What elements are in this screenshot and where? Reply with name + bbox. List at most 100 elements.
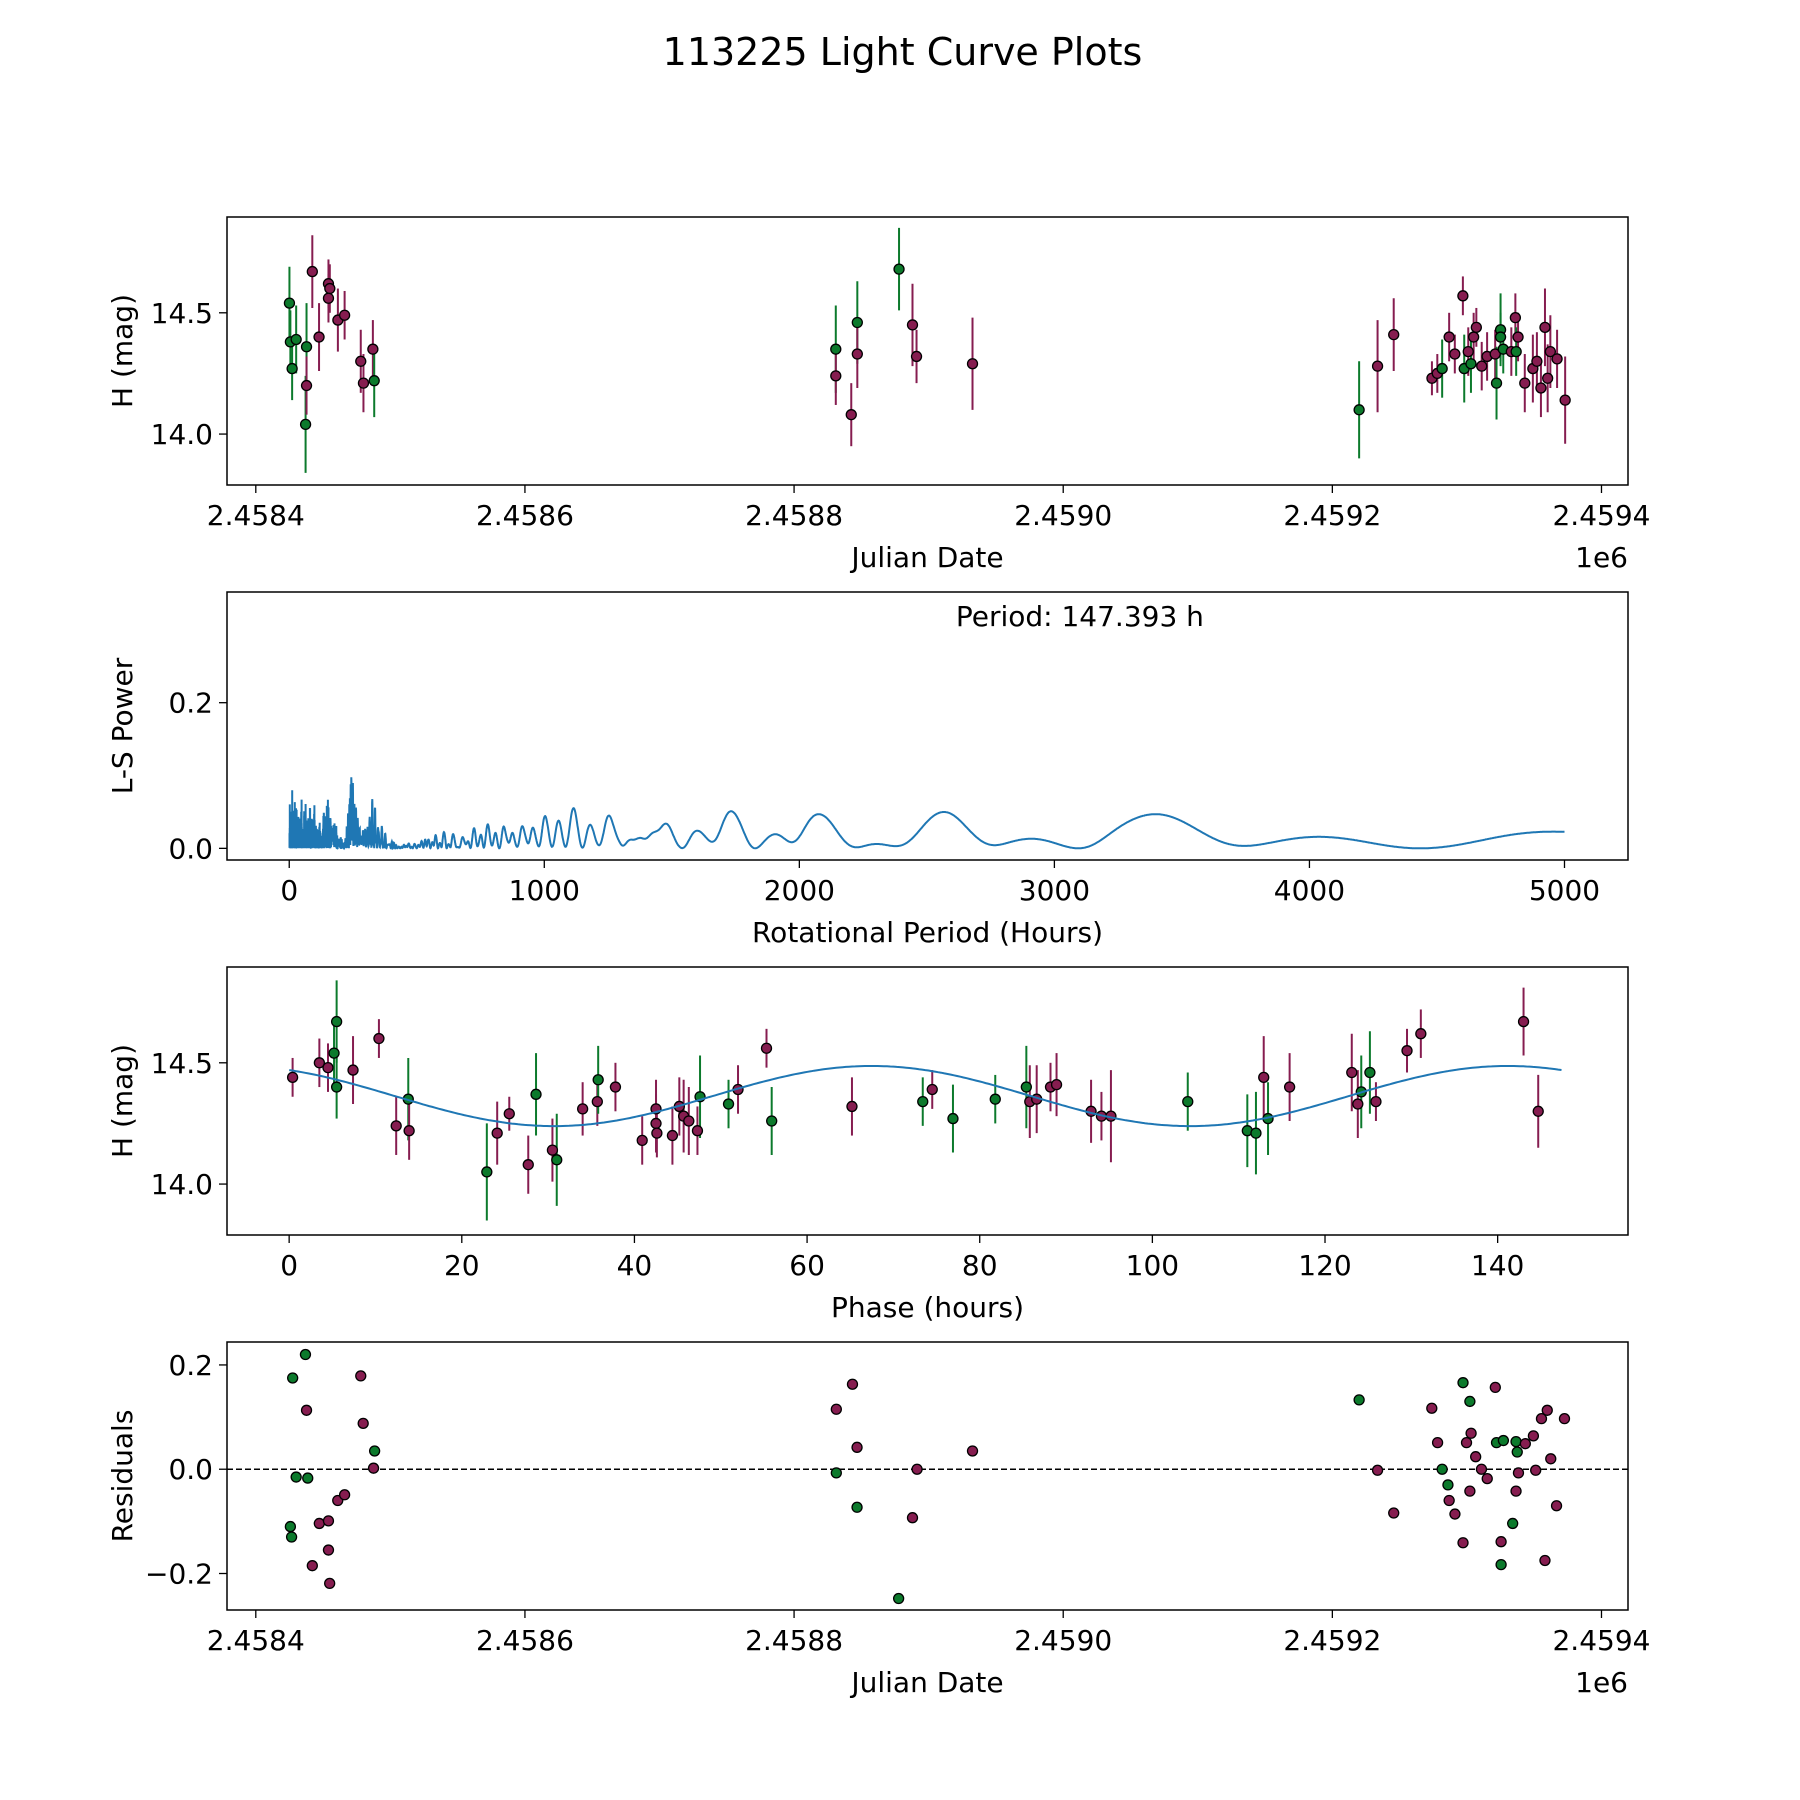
data-point bbox=[1436, 1463, 1448, 1475]
data-point bbox=[328, 1047, 340, 1059]
data-point bbox=[1371, 1464, 1384, 1476]
x-tick-label: 2.4594 bbox=[1552, 499, 1650, 532]
data-point bbox=[283, 297, 296, 309]
x-tick-label: 20 bbox=[444, 1249, 480, 1282]
data-point bbox=[284, 1520, 297, 1533]
plot-area bbox=[286, 980, 1562, 1221]
data-point bbox=[830, 370, 842, 382]
data-point bbox=[1510, 1485, 1522, 1497]
data-point bbox=[851, 1441, 863, 1453]
periodogram-line bbox=[288, 777, 1565, 851]
data-point bbox=[691, 1125, 704, 1137]
x-axis-label: Julian Date bbox=[849, 1666, 1003, 1699]
data-point bbox=[368, 375, 380, 387]
data-point bbox=[1476, 360, 1488, 372]
x-axis-label: Phase (hours) bbox=[831, 1291, 1024, 1324]
data-point bbox=[1364, 1066, 1376, 1079]
x-tick-label: 2.4588 bbox=[745, 1624, 843, 1657]
data-point bbox=[1460, 1436, 1473, 1449]
y-tick-label: −0.2 bbox=[145, 1558, 213, 1591]
data-point bbox=[1519, 377, 1531, 389]
data-point bbox=[766, 1115, 778, 1127]
data-point bbox=[989, 1093, 1001, 1105]
data-point bbox=[322, 1515, 335, 1527]
data-point bbox=[1512, 1467, 1525, 1479]
x-tick-label: 5000 bbox=[1529, 874, 1600, 907]
data-point bbox=[1535, 382, 1547, 394]
x-tick-label: 140 bbox=[1471, 1249, 1524, 1282]
x-tick-label: 40 bbox=[617, 1249, 653, 1282]
data-point bbox=[330, 1081, 343, 1093]
data-point bbox=[1558, 1412, 1571, 1425]
y-tick-label: 14.0 bbox=[151, 418, 213, 451]
data-point bbox=[636, 1134, 648, 1147]
data-point bbox=[1530, 1464, 1542, 1476]
data-point bbox=[1539, 321, 1551, 334]
data-point bbox=[306, 1560, 318, 1572]
data-point bbox=[1353, 1394, 1365, 1406]
data-point bbox=[1401, 1045, 1413, 1057]
data-point bbox=[1426, 1402, 1438, 1414]
data-point bbox=[683, 1115, 695, 1127]
data-point bbox=[1507, 1517, 1519, 1530]
data-point bbox=[313, 1057, 326, 1069]
data-point bbox=[306, 265, 318, 278]
x-tick-label: 2.4584 bbox=[207, 1624, 305, 1657]
x-tick-label: 2.4588 bbox=[745, 499, 843, 532]
data-point bbox=[1442, 1479, 1454, 1491]
data-point bbox=[1465, 358, 1477, 370]
data-point bbox=[851, 348, 863, 360]
data-point bbox=[1545, 1453, 1557, 1465]
x-tick-label: 120 bbox=[1298, 1249, 1351, 1282]
axes-frame bbox=[226, 966, 1629, 1236]
x-axis-label: Rotational Period (Hours) bbox=[752, 916, 1103, 949]
data-point bbox=[1475, 1463, 1488, 1475]
data-point bbox=[1495, 1558, 1507, 1571]
plot-area bbox=[227, 1348, 1628, 1605]
data-point bbox=[830, 1467, 842, 1479]
data-point bbox=[368, 1445, 381, 1457]
x-tick-label: 2.4584 bbox=[207, 499, 305, 532]
data-point bbox=[1489, 348, 1501, 360]
data-point bbox=[1388, 328, 1400, 341]
data-point bbox=[300, 1404, 313, 1416]
data-point bbox=[503, 1108, 515, 1120]
x-tick-label: 60 bbox=[789, 1249, 825, 1282]
y-axis-label: H (mag) bbox=[106, 294, 139, 408]
data-point bbox=[1532, 1105, 1544, 1117]
data-point bbox=[347, 1064, 359, 1076]
data-point bbox=[1449, 1508, 1461, 1520]
data-point bbox=[355, 1370, 367, 1382]
data-point bbox=[1550, 1500, 1563, 1512]
y-tick-label: 0.0 bbox=[168, 832, 213, 865]
x-tick-label: 2000 bbox=[764, 874, 835, 907]
data-point bbox=[373, 1032, 385, 1045]
data-point bbox=[1182, 1095, 1194, 1108]
data-point bbox=[1462, 345, 1474, 358]
plot-area bbox=[288, 777, 1565, 851]
data-point bbox=[1531, 355, 1543, 367]
data-point bbox=[1559, 394, 1571, 406]
data-point bbox=[1443, 331, 1455, 343]
data-point bbox=[287, 1372, 299, 1384]
data-point bbox=[522, 1159, 534, 1171]
data-point bbox=[651, 1127, 663, 1139]
subplot-lightcurve: 2.4584 2.4586 2.4588 2.4590 2.4592 2.4594 14.0… bbox=[106, 216, 1650, 574]
data-point bbox=[1539, 1554, 1551, 1567]
data-point bbox=[1495, 1536, 1507, 1548]
data-point bbox=[966, 358, 979, 370]
data-point bbox=[491, 1127, 503, 1139]
data-point bbox=[1283, 1081, 1296, 1093]
y-axis-label: H (mag) bbox=[106, 1044, 139, 1158]
data-point bbox=[357, 377, 370, 389]
data-point bbox=[1465, 1427, 1477, 1439]
data-point bbox=[1431, 1436, 1444, 1449]
x-tick-label: 4000 bbox=[1274, 874, 1345, 907]
data-point bbox=[530, 1088, 542, 1100]
x-tick-label: 2.4594 bbox=[1552, 1624, 1650, 1657]
data-point bbox=[845, 409, 857, 421]
x-axis-label: Julian Date bbox=[849, 541, 1003, 574]
x-tick-label: 100 bbox=[1126, 1249, 1179, 1282]
data-point bbox=[481, 1166, 493, 1178]
data-point bbox=[1470, 1451, 1482, 1463]
